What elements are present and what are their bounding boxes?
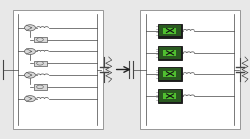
Bar <box>160 68 181 80</box>
Bar <box>34 84 46 90</box>
Circle shape <box>24 25 36 31</box>
Circle shape <box>37 38 43 41</box>
Bar <box>158 24 182 38</box>
Bar <box>163 50 176 56</box>
Bar <box>158 46 182 60</box>
Bar <box>163 93 176 99</box>
Circle shape <box>24 72 36 78</box>
Bar <box>34 61 46 66</box>
Circle shape <box>37 61 43 65</box>
Bar <box>158 67 182 81</box>
Bar <box>34 37 46 42</box>
Circle shape <box>24 96 36 102</box>
Bar <box>160 90 181 102</box>
Bar <box>12 10 102 129</box>
Bar <box>163 28 176 34</box>
Bar <box>160 25 181 36</box>
Circle shape <box>24 48 36 54</box>
Bar <box>140 10 240 129</box>
Bar <box>163 71 176 77</box>
Circle shape <box>37 85 43 89</box>
Bar <box>158 89 182 103</box>
Bar <box>160 47 181 59</box>
